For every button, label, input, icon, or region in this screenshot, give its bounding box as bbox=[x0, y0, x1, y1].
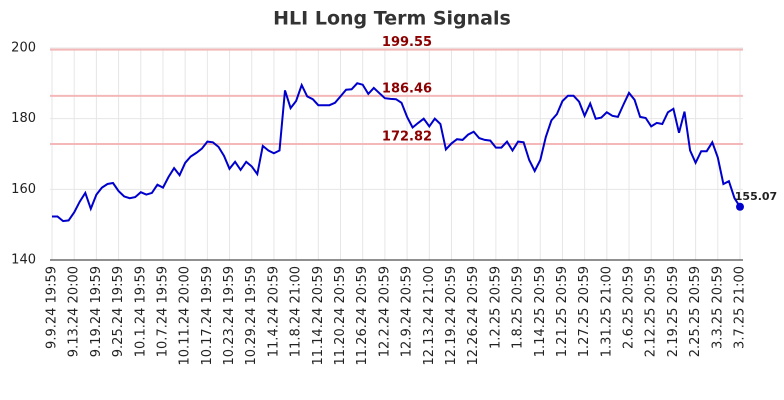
x-tick-label: 10.7.24 19:59 bbox=[155, 266, 170, 357]
x-tick-label: 1.8.25 20:59 bbox=[511, 266, 526, 349]
x-tick-label: 1.14.25 20:59 bbox=[533, 266, 548, 357]
x-tick-label: 1.2.25 20:59 bbox=[488, 266, 503, 349]
last-point bbox=[736, 202, 744, 211]
x-tick-label: 9.25.24 19:59 bbox=[111, 266, 126, 357]
x-tick-label: 11.4.24 20:59 bbox=[266, 266, 281, 357]
x-tick-label: 1.21.25 20:59 bbox=[555, 266, 570, 357]
last-value-label: 155.07 bbox=[735, 190, 777, 203]
x-tick-label: 10.29.24 19:59 bbox=[244, 266, 259, 366]
x-tick-label: 2.6.25 20:59 bbox=[622, 266, 637, 349]
x-tick-label: 2.12.25 20:59 bbox=[644, 266, 659, 357]
y-tick-label: 160 bbox=[11, 182, 36, 197]
x-tick-label: 2.19.25 20:59 bbox=[666, 266, 681, 357]
x-tick-label: 10.1.24 19:59 bbox=[133, 266, 148, 357]
x-tick-label: 12.9.24 20:59 bbox=[400, 266, 415, 357]
x-tick-label: 12.13.24 21:00 bbox=[422, 266, 437, 366]
y-tick-label: 200 bbox=[11, 41, 36, 56]
x-tick-label: 12.19.24 20:59 bbox=[444, 266, 459, 366]
signal-label: 172.82 bbox=[382, 130, 432, 145]
y-tick-label: 140 bbox=[11, 253, 36, 268]
x-tick-label: 3.7.25 21:00 bbox=[733, 266, 748, 349]
x-tick-label: 1.27.25 20:59 bbox=[577, 266, 592, 357]
x-tick-label: 10.17.24 19:59 bbox=[200, 266, 215, 366]
x-tick-label: 10.11.24 20:00 bbox=[178, 266, 193, 366]
price-line bbox=[52, 82, 741, 223]
x-tick-label: 9.19.24 19:59 bbox=[89, 266, 104, 357]
x-tick-label: 11.20.24 20:59 bbox=[333, 266, 348, 366]
x-tick-label: 2.25.25 20:59 bbox=[688, 266, 703, 357]
x-tick-label: 1.31.25 21:00 bbox=[599, 266, 614, 357]
x-tick-label: 10.23.24 19:59 bbox=[222, 266, 237, 366]
x-tick-label: 9.9.24 19:59 bbox=[45, 266, 60, 349]
x-tick-label: 11.26.24 20:59 bbox=[355, 266, 370, 366]
chart-title: HLI Long Term Signals bbox=[273, 8, 511, 30]
x-tick-label: 12.26.24 20:59 bbox=[466, 266, 481, 366]
x-tick-label: 11.14.24 20:59 bbox=[311, 266, 326, 366]
x-tick-label: 3.3.25 20:59 bbox=[710, 266, 725, 349]
x-tick-label: 12.2.24 20:59 bbox=[377, 266, 392, 357]
signal-label: 186.46 bbox=[382, 81, 432, 96]
x-tick-label: 11.8.24 21:00 bbox=[289, 266, 304, 357]
signal-label: 199.55 bbox=[382, 35, 432, 50]
y-tick-label: 180 bbox=[11, 111, 36, 126]
x-tick-label: 9.13.24 20:00 bbox=[67, 266, 82, 357]
